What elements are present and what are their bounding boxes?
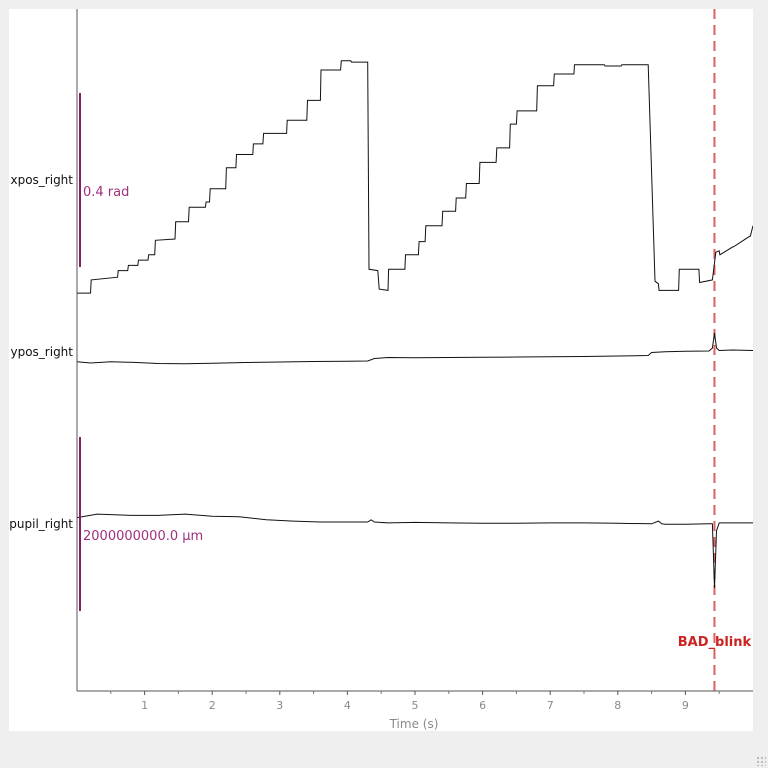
plot-canvas: BAD_blink 0.4 rad 2000000000.0 μm 1 2 3 4 5 6 7… <box>9 9 754 731</box>
channel-label-xpos-right[interactable]: xpos_right <box>10 173 73 187</box>
x-axis-label: Time (s) <box>389 717 439 731</box>
channel-label-pupil-right[interactable]: pupil_right <box>9 517 73 531</box>
x-tick-label: 2 <box>209 699 216 712</box>
resize-grip[interactable] <box>756 756 766 766</box>
x-tick-label: 9 <box>682 699 689 712</box>
x-tick-label: 6 <box>479 699 486 712</box>
x-tick-label: 5 <box>412 699 419 712</box>
x-tick-label: 7 <box>547 699 554 712</box>
annotation-label[interactable]: BAD_blink <box>678 635 752 650</box>
trace-ypos-right[interactable] <box>76 332 754 365</box>
trace-xpos-right[interactable] <box>77 60 754 294</box>
channel-label-ypos-right[interactable]: ypos_right <box>10 345 73 359</box>
trace-pupil-right[interactable] <box>76 513 753 589</box>
x-tick-label: 3 <box>276 699 283 712</box>
x-tick-label: 8 <box>614 699 621 712</box>
raw-data-plot[interactable]: BAD_blink 0.4 rad 2000000000.0 μm 1 2 3 4 5 6 7… <box>9 9 754 731</box>
x-tick-label: 1 <box>141 699 148 712</box>
scale-bar-label: 2000000000.0 μm <box>83 529 203 544</box>
x-tick-label: 4 <box>344 699 351 712</box>
scale-bar-label: 0.4 rad <box>83 185 129 200</box>
